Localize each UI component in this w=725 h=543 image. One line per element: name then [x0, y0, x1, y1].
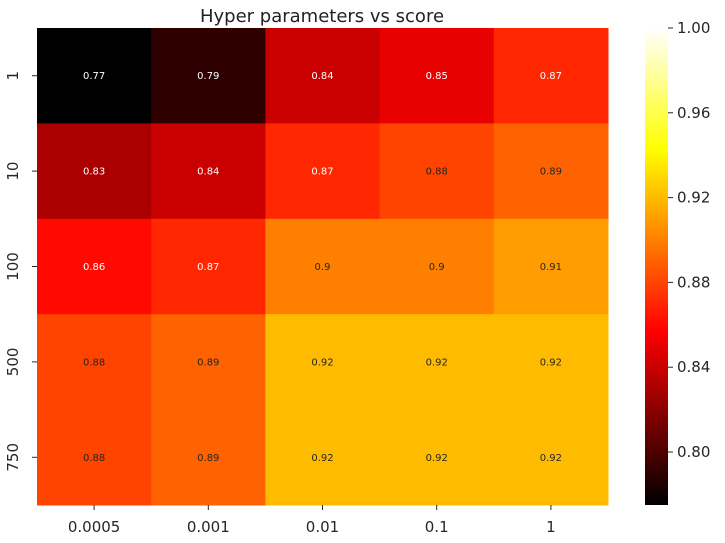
chart-title: Hyper parameters vs score	[200, 6, 444, 27]
cell-value-label: 0.92	[426, 453, 448, 464]
y-tick-label: 500	[4, 348, 22, 377]
y-tick-label: 100	[4, 252, 22, 281]
heatmap-cell	[37, 409, 152, 506]
heatmap-cell	[493, 314, 609, 411]
x-tick-label: 0.001	[187, 518, 230, 536]
heatmap-cell	[493, 409, 609, 506]
heatmap-cell	[493, 28, 609, 124]
cell-value-label: 0.87	[311, 167, 333, 178]
cell-value-label: 0.89	[540, 167, 562, 178]
cell-value-label: 0.92	[311, 453, 333, 464]
cell-value-label: 0.84	[197, 167, 219, 178]
colorbar: 0.80 0.84 0.88 0.92 0.96 1.00	[645, 19, 710, 505]
colorbar-tick-label: 1.00	[677, 19, 710, 37]
heatmap-cell	[37, 123, 152, 220]
colorbar-tick-label: 0.92	[677, 189, 710, 207]
cell-value-label: 0.85	[426, 71, 448, 82]
heatmap-cell	[265, 218, 381, 315]
heatmap-cell	[265, 123, 381, 220]
cell-value-label: 0.87	[197, 262, 219, 273]
colorbar-tick-label: 0.88	[677, 273, 710, 291]
heatmap-cells	[37, 28, 609, 506]
y-axis: 1 10 100 500 750	[4, 71, 37, 472]
cell-value-label: 0.92	[540, 453, 562, 464]
cell-value-label: 0.9	[315, 262, 331, 273]
y-tick-label: 10	[4, 162, 22, 181]
heatmap-cell	[37, 314, 152, 411]
cell-value-label: 0.88	[83, 453, 105, 464]
colorbar-ticks: 0.80 0.84 0.88 0.92 0.96 1.00	[668, 19, 710, 461]
heatmap-cell	[493, 123, 609, 220]
colorbar-tick-label: 0.80	[677, 443, 710, 461]
heatmap-cell	[265, 409, 381, 506]
cell-value-label: 0.88	[426, 167, 448, 178]
colorbar-gradient	[645, 28, 668, 505]
cell-value-label: 0.87	[540, 71, 562, 82]
cell-value-label: 0.92	[426, 357, 448, 368]
heatmap-cell	[379, 28, 495, 124]
heatmap-cell	[37, 218, 152, 315]
cell-value-label: 0.92	[540, 357, 562, 368]
heatmap-cell	[379, 409, 495, 506]
x-tick-label: 1	[546, 518, 556, 536]
x-tick-label: 0.01	[306, 518, 339, 536]
cell-value-label: 0.77	[83, 71, 105, 82]
heatmap-cell	[151, 218, 266, 315]
cell-value-label: 0.83	[83, 167, 105, 178]
cell-value-label: 0.89	[197, 453, 219, 464]
cell-value-label: 0.89	[197, 357, 219, 368]
y-tick-label: 750	[4, 443, 22, 472]
heatmap-cell	[151, 123, 266, 220]
cell-value-label: 0.84	[311, 71, 333, 82]
cell-value-label: 0.88	[83, 357, 105, 368]
colorbar-tick-label: 0.84	[677, 358, 710, 376]
colorbar-tick-label: 0.96	[677, 104, 710, 122]
cell-value-label: 0.91	[540, 262, 562, 273]
heatmap-cell-labels: 0.77 0.79 0.84 0.85 0.87 0.83 0.84 0.87 0.88 0.89…	[83, 71, 562, 464]
heatmap-cell	[37, 28, 152, 124]
cell-value-label: 0.79	[197, 71, 219, 82]
x-tick-label: 0.1	[425, 518, 449, 536]
heatmap-cell	[265, 314, 381, 411]
heatmap-cell	[379, 123, 495, 220]
x-tick-label: 0.0005	[68, 518, 121, 536]
heatmap-cell	[151, 28, 266, 124]
heatmap-cell	[379, 218, 495, 315]
y-tick-label: 1	[4, 71, 22, 81]
heatmap-cell	[151, 409, 266, 506]
cell-value-label: 0.86	[83, 262, 105, 273]
cell-value-label: 0.9	[429, 262, 445, 273]
x-axis: 0.0005 0.001 0.01 0.1 1	[68, 505, 556, 536]
heatmap-cell	[151, 314, 266, 411]
heatmap-cell	[379, 314, 495, 411]
heatmap-cell	[265, 28, 381, 124]
cell-value-label: 0.92	[311, 357, 333, 368]
heatmap-cell	[493, 218, 609, 315]
